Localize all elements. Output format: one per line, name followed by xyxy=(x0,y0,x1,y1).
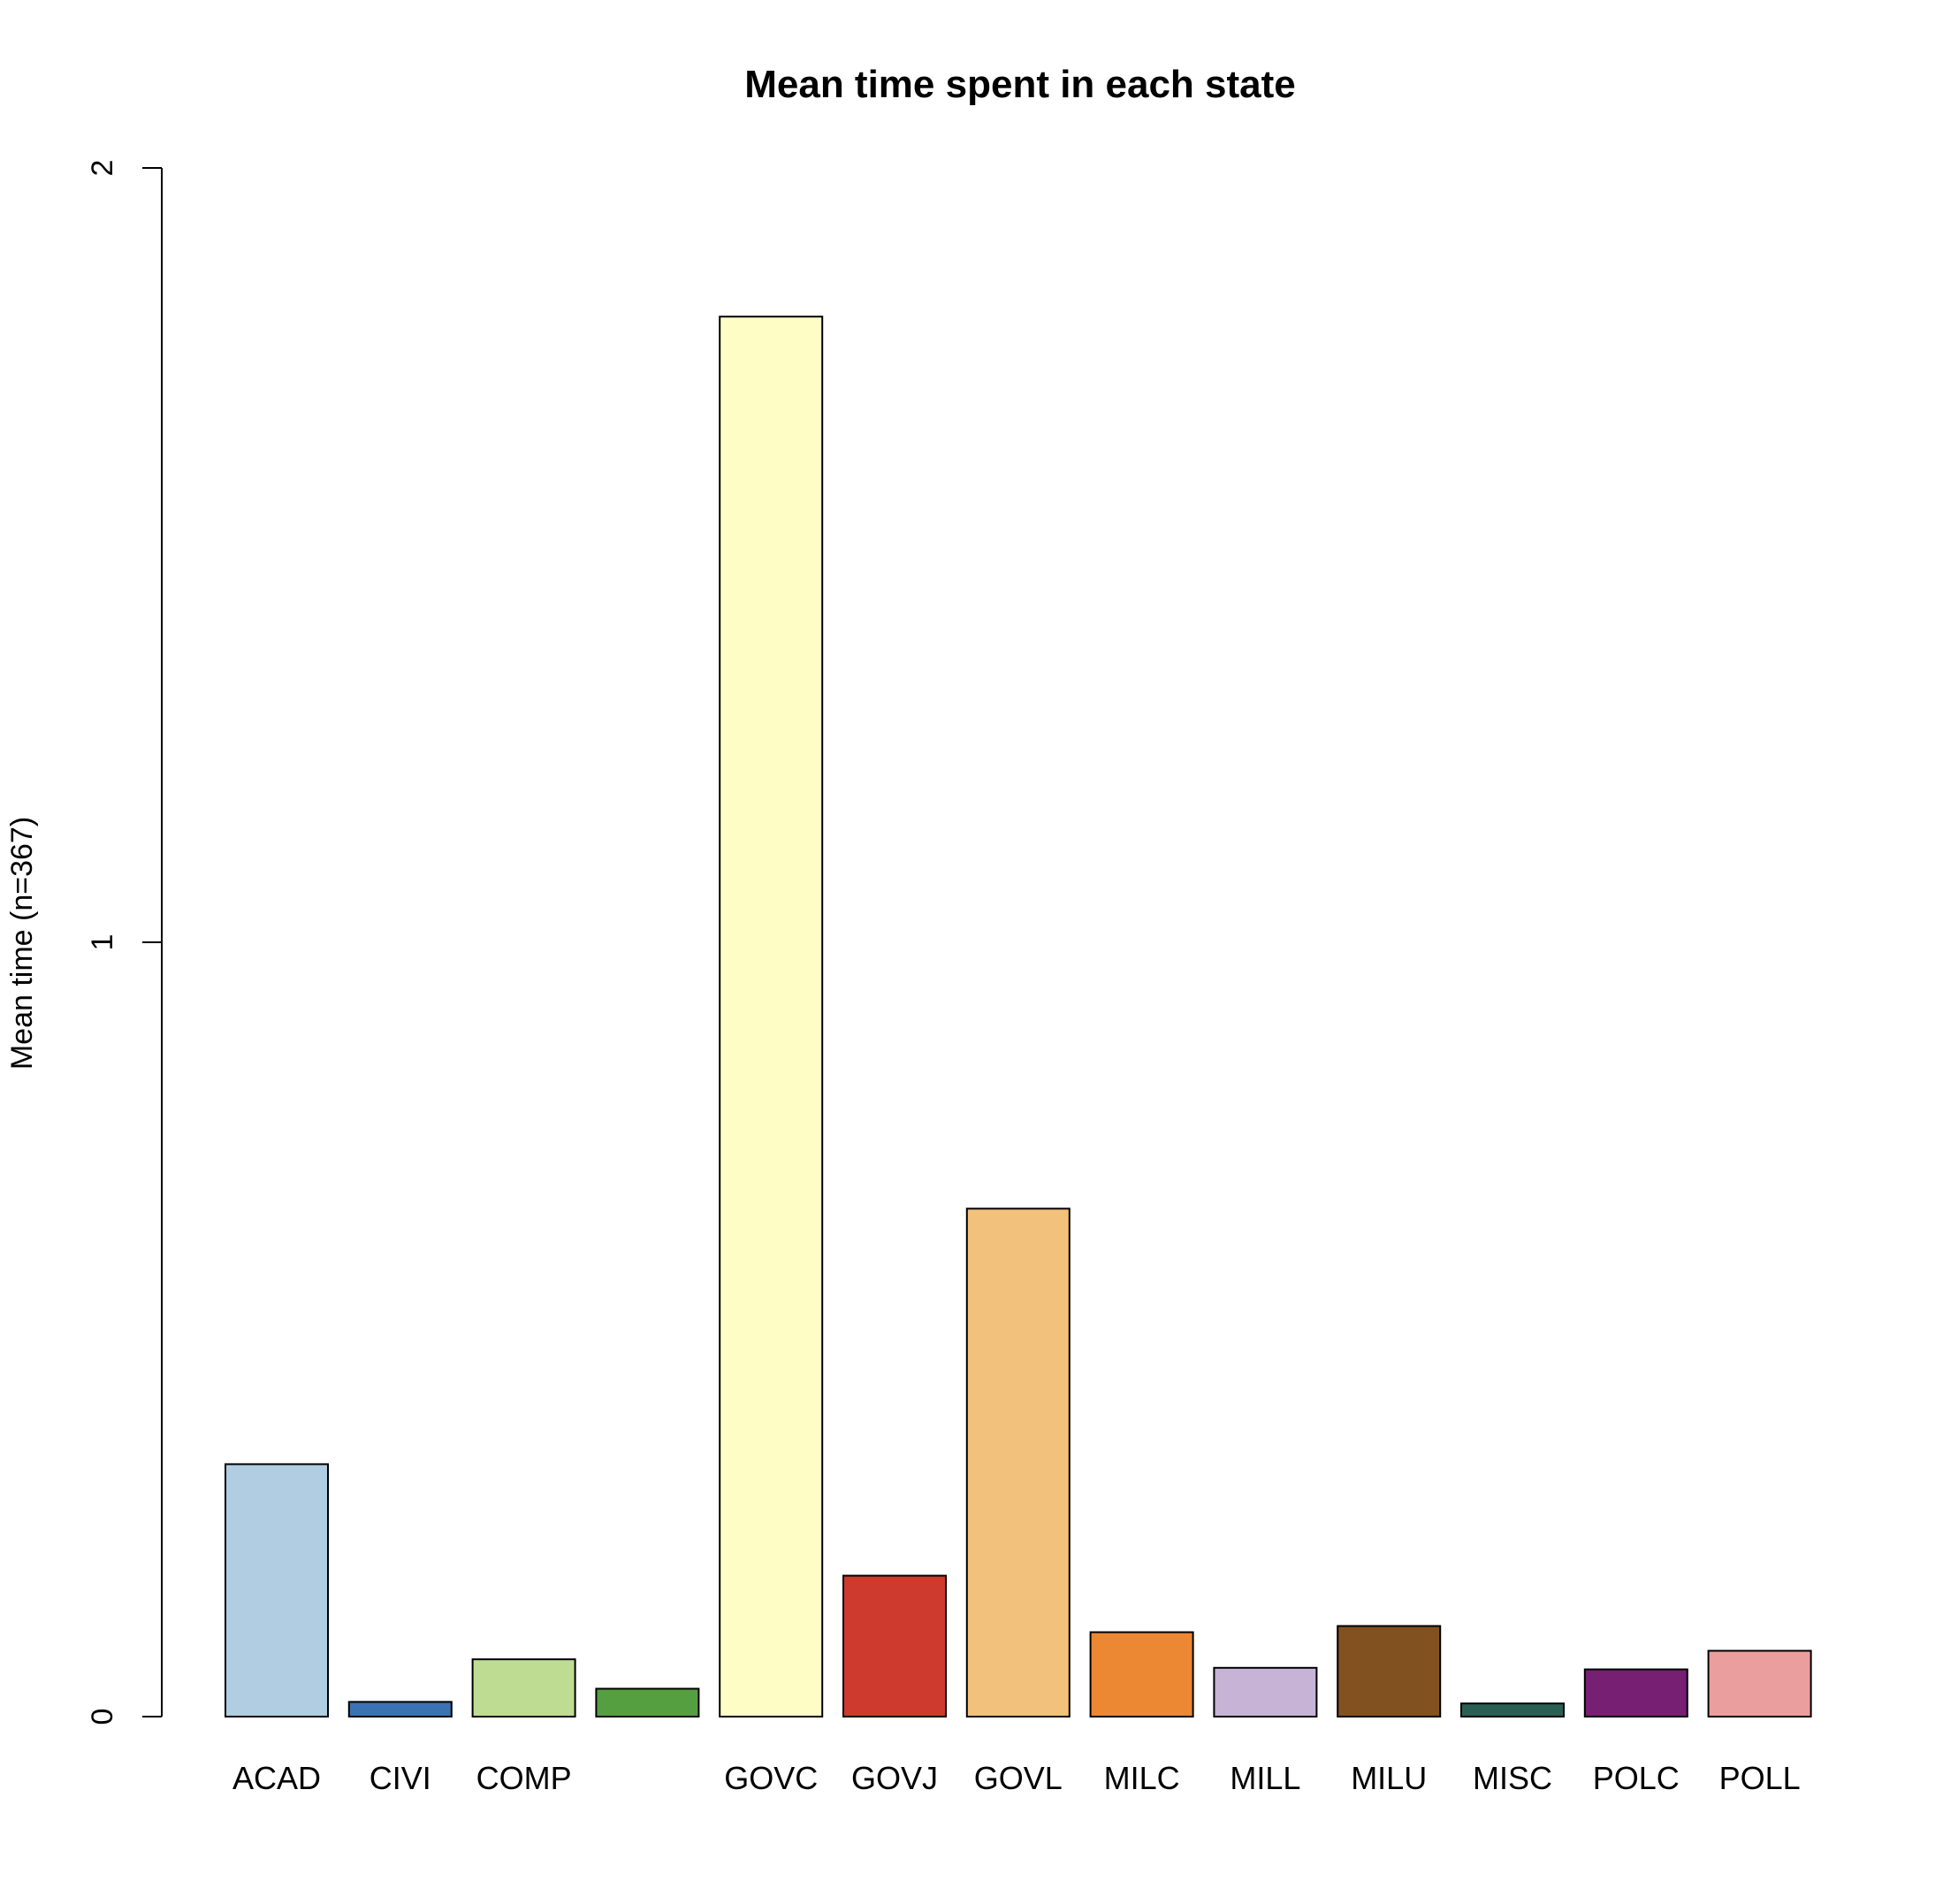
y-axis: 0 1 2 xyxy=(86,160,163,1725)
bar-poll xyxy=(1707,1649,1812,1718)
x-tick-label: MILC xyxy=(1104,1760,1180,1796)
x-axis-labels: ACAD CIVI COMP GOVC GOVJ GOVL MILC MILL MILU MISC… xyxy=(232,1760,1801,1796)
y-tick-label: 0 xyxy=(86,1709,119,1725)
y-axis-label: Mean time (n=367) xyxy=(5,817,39,1070)
bar-mill xyxy=(1213,1666,1318,1718)
bar-govj xyxy=(842,1574,947,1717)
y-tick-label: 2 xyxy=(86,160,119,177)
x-tick-label: MISC xyxy=(1473,1760,1552,1796)
chart-title: Mean time spent in each state xyxy=(744,63,1296,106)
x-tick-label: MILU xyxy=(1351,1760,1427,1796)
bars xyxy=(225,316,1812,1718)
x-tick-label: CIVI xyxy=(370,1760,431,1796)
bar-govl xyxy=(965,1207,1071,1717)
bar-milc xyxy=(1089,1631,1194,1717)
bar-milu xyxy=(1337,1625,1442,1718)
x-tick-label: COMP xyxy=(476,1760,572,1796)
x-tick-label: POLL xyxy=(1719,1760,1801,1796)
x-tick-label: GOVJ xyxy=(851,1760,938,1796)
bar-comp xyxy=(471,1658,576,1718)
x-tick-label: GOVL xyxy=(974,1760,1063,1796)
bar-civi xyxy=(347,1701,453,1717)
x-tick-label: POLC xyxy=(1593,1760,1680,1796)
y-tick-label: 1 xyxy=(86,934,119,951)
bar-misc xyxy=(1460,1702,1565,1718)
x-tick-label: ACAD xyxy=(232,1760,321,1796)
x-tick-label: GOVC xyxy=(724,1760,818,1796)
bar-govc xyxy=(719,316,824,1717)
bar-acad xyxy=(225,1463,329,1717)
x-tick-label: MILL xyxy=(1230,1760,1300,1796)
bar-polc xyxy=(1583,1668,1688,1717)
bar-unlabeled xyxy=(595,1687,700,1717)
